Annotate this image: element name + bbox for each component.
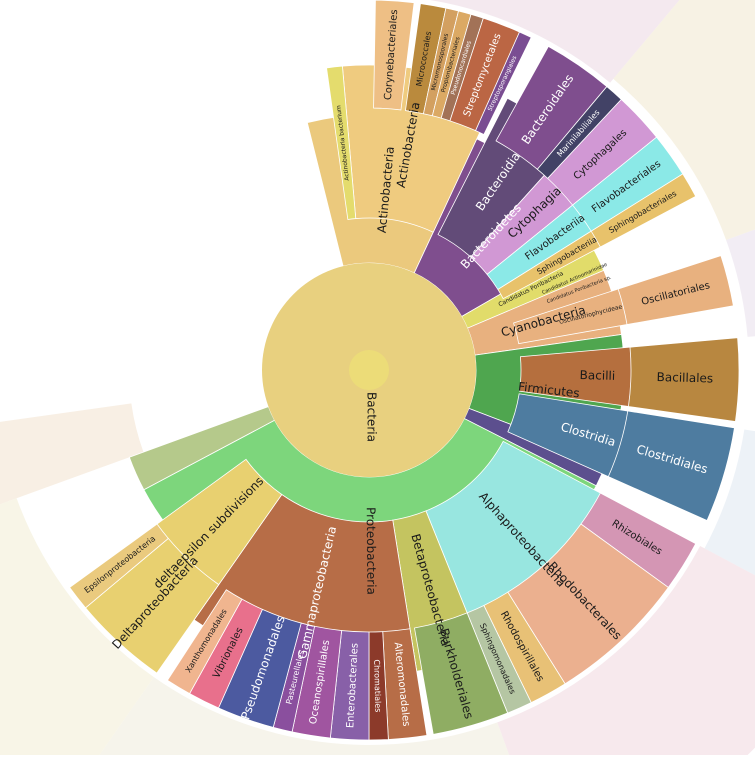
- order-segment-oscillatoriales[interactable]: [617, 255, 734, 325]
- class-label-bacilli: Bacilli: [579, 368, 615, 383]
- order-label-chromatiales: Chromatiales: [372, 659, 382, 712]
- order-label-bacillales: Bacillales: [656, 370, 713, 385]
- order-segment-xanthomonadales[interactable]: [166, 589, 243, 695]
- order-segment-bacillales[interactable]: [627, 337, 740, 422]
- faint-wedge: [704, 429, 755, 576]
- order-segment-burkholderiales[interactable]: [414, 612, 509, 735]
- order-segment-epsilonproteobacteria[interactable]: [69, 523, 169, 609]
- phylum-label-firmicutes: Firmicutes: [517, 380, 580, 401]
- class-segment-actinobacteria-bacterium[interactable]: [326, 65, 357, 220]
- faint-wedge: [497, 546, 755, 759]
- order-segment-corynebacteriales[interactable]: [373, 0, 415, 111]
- rings: [69, 0, 740, 741]
- faint-wedge: [0, 498, 154, 759]
- faint-wedge: [613, 0, 755, 241]
- faint-wedge: [726, 229, 755, 337]
- faint-wedge: [429, 0, 680, 83]
- order-segment-streptosporangiales[interactable]: [475, 31, 532, 136]
- phylum-label-proteobacteria: Proteobacteria: [364, 507, 379, 595]
- root-label: Bacteria: [365, 392, 379, 442]
- order-segment-clostridiales[interactable]: [607, 410, 735, 522]
- faint-wedge: [0, 403, 144, 505]
- order-label-enterobacterales: Enterobacterales: [345, 643, 360, 729]
- faint-wedge: [96, 677, 511, 759]
- order-segment-sphingobacteriales[interactable]: [590, 173, 697, 248]
- root-center-dot: [349, 350, 389, 390]
